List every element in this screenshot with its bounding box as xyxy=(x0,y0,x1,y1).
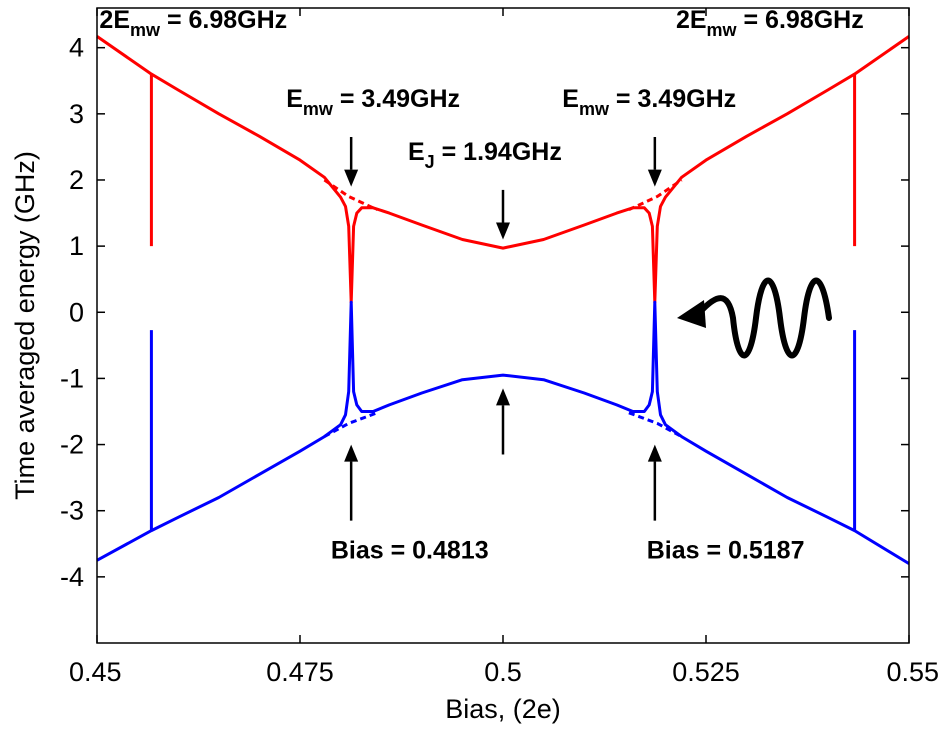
x-tick-label: 0.45 xyxy=(69,657,122,687)
y-tick-label: 3 xyxy=(69,99,84,129)
annotation-layer: 2Emw = 6.98GHz 2Emw = 6.98GHz Emw = 3.49GH… xyxy=(99,6,863,564)
y-tick-label: -3 xyxy=(60,496,84,526)
x-tick-label: 0.5 xyxy=(484,657,522,687)
annotation-label: Emw = 3.49GHz xyxy=(286,85,460,119)
y-tick-label: 0 xyxy=(69,297,84,327)
dashed-asymptote xyxy=(628,178,683,212)
annotation-label: 2Emw = 6.98GHz xyxy=(676,6,864,40)
arrow-head xyxy=(344,169,359,187)
y-tick-label: 1 xyxy=(69,231,84,261)
x-axis-ticks: 0.45 0.475 0.5 0.525 0.55 xyxy=(69,8,939,687)
y-axis-label: Time averaged energy (GHz) xyxy=(10,151,40,500)
x-tick-label: 0.55 xyxy=(886,657,939,687)
annotation-label: Bias = 0.4813 xyxy=(331,536,489,564)
arrow-head xyxy=(344,444,359,462)
y-axis-ticks: 4 3 2 1 0 -1 -2 -3 -4 xyxy=(60,33,909,592)
y-tick-label: -2 xyxy=(60,430,84,460)
annotation-label: 2Emw = 6.98GHz xyxy=(99,6,287,40)
arrow-head xyxy=(647,169,662,187)
arrow-head xyxy=(647,444,662,462)
y-tick-label: 4 xyxy=(69,33,84,63)
dashed-asymptote xyxy=(628,411,683,438)
microwave-wave-icon xyxy=(677,277,832,359)
series-line-upper xyxy=(96,35,910,304)
series-layer xyxy=(96,35,910,565)
y-tick-label: 2 xyxy=(69,165,84,195)
y-tick-label: -1 xyxy=(60,363,84,393)
arrow-head xyxy=(496,388,510,406)
x-tick-label: 0.475 xyxy=(266,657,334,687)
annotation-label: Emw = 3.49GHz xyxy=(562,85,736,119)
x-tick-label: 0.525 xyxy=(672,657,740,687)
x-axis-label: Bias, (2e) xyxy=(445,694,561,724)
arrow-head xyxy=(496,222,510,240)
annotation-label: Bias = 0.5187 xyxy=(647,536,805,564)
annotation-label: EJ = 1.94GHz xyxy=(408,138,562,172)
y-tick-label: -4 xyxy=(60,562,84,592)
dashed-asymptote xyxy=(323,411,378,438)
dashed-asymptote xyxy=(323,178,378,212)
